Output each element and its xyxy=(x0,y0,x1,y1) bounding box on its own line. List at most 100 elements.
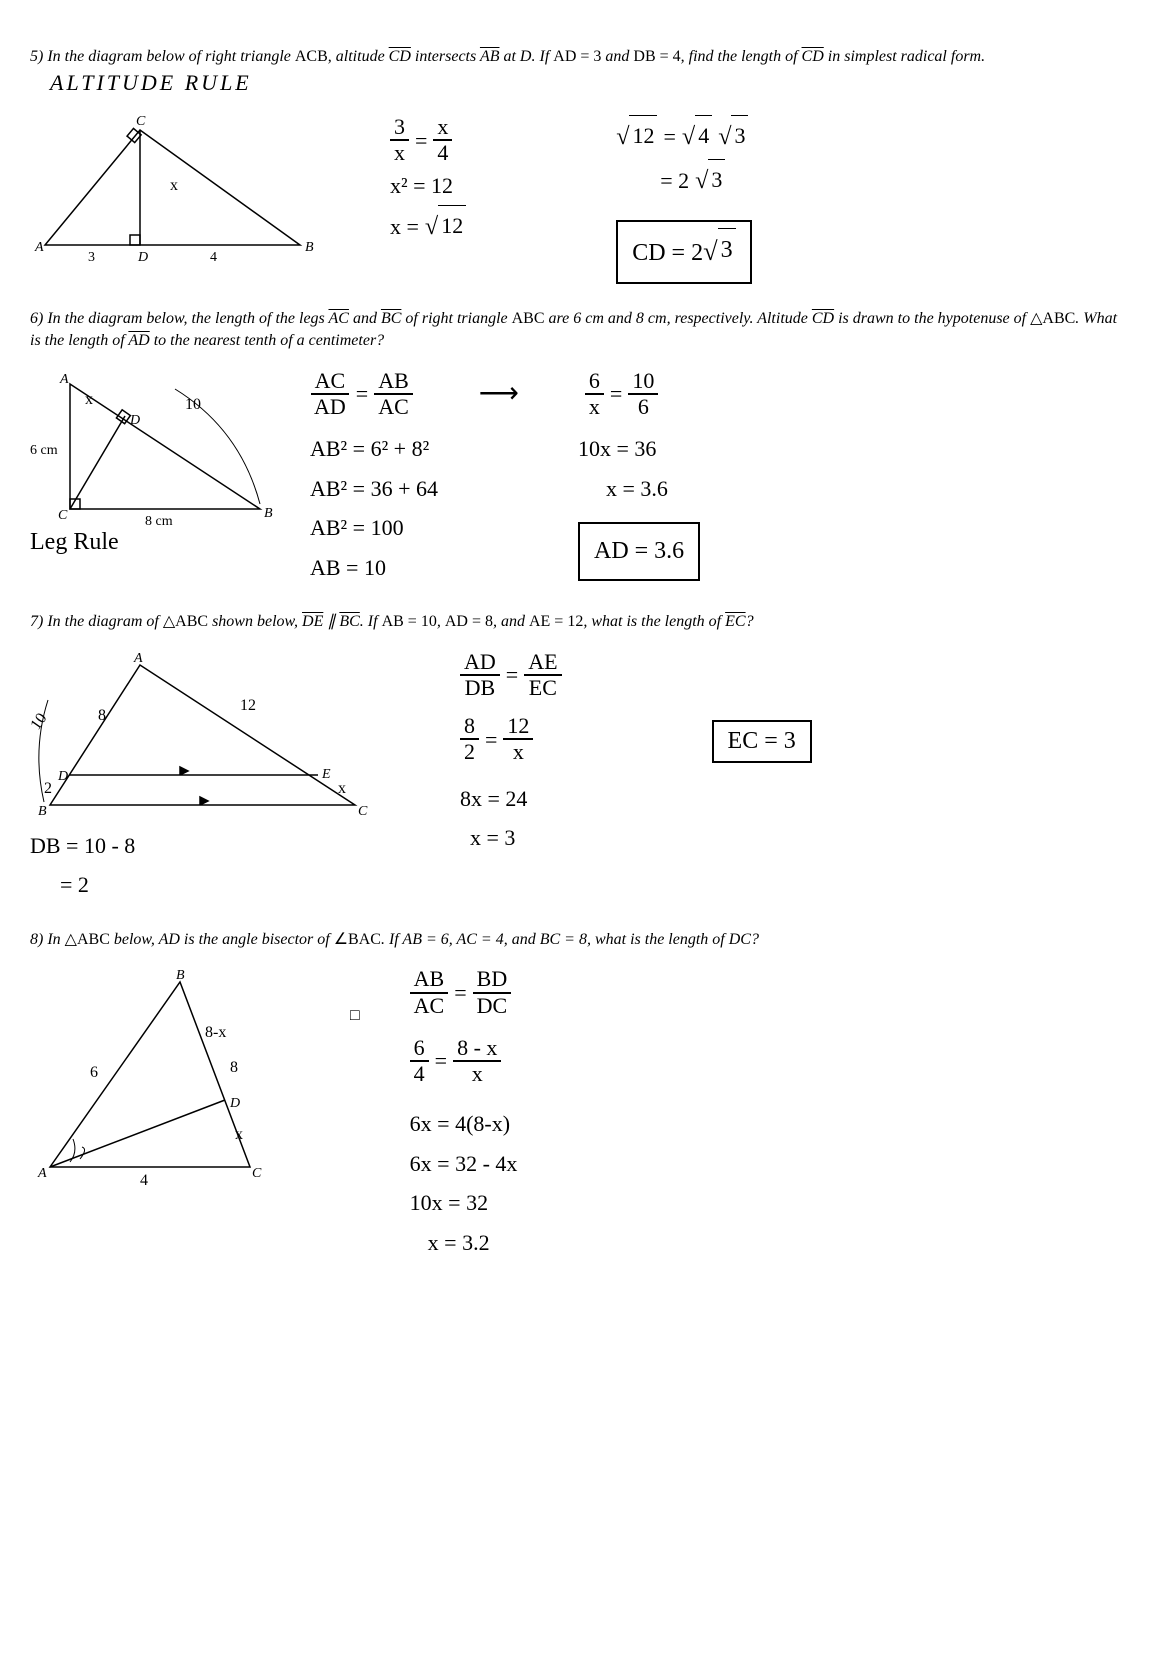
t: , xyxy=(437,613,445,630)
p8-prompt: 8) In △ABC below, AD is the angle bisect… xyxy=(30,929,1127,951)
svg-text:8: 8 xyxy=(98,707,106,724)
svg-text:x: x xyxy=(85,391,93,408)
p5-answer-box: CD = 23 xyxy=(616,220,751,284)
t: △ABC xyxy=(1030,310,1075,327)
l: AB² = 100 xyxy=(310,508,438,548)
p8-diagram: A B C D 6 4 8 8-x x xyxy=(30,967,290,1197)
t: is drawn to the hypotenuse of xyxy=(834,310,1030,327)
p8-work: ABAC = BDDC 64 = 8 - xx 6x = 4(8-x) 6x =… xyxy=(410,967,518,1262)
n: AE xyxy=(524,650,561,676)
p7-db: DB = 10 - 8 = 2 xyxy=(30,826,370,905)
n: x xyxy=(433,115,452,141)
svg-text:E: E xyxy=(321,767,331,782)
sqrt-icon: 3 xyxy=(703,228,735,276)
p6-solve: 10x = 36 x = 3.6 AD = 3.6 xyxy=(578,429,700,581)
p7-prompt: 7) In the diagram of △ABC shown below, D… xyxy=(30,611,1127,633)
svg-text:C: C xyxy=(252,1166,262,1181)
t: to the xyxy=(150,332,194,349)
l: AB² = 6² + 8² xyxy=(310,429,438,469)
l: = 2 xyxy=(60,865,370,905)
t: 6) In the diagram below, the length of t… xyxy=(30,310,328,327)
svg-text:D: D xyxy=(57,769,68,784)
l: x = 3.2 xyxy=(428,1223,518,1263)
s: BC xyxy=(339,613,359,630)
n: AC xyxy=(311,369,350,395)
p6-pythag: AB² = 6² + 8² AB² = 36 + 64 AB² = 100 AB… xyxy=(310,429,438,587)
p5-prompt: 5) In the diagram below of right triangl… xyxy=(30,46,1127,99)
problem-7: 7) In the diagram of △ABC shown below, D… xyxy=(30,611,1127,905)
r: 12 xyxy=(629,115,657,156)
t: in simplest radical form. xyxy=(824,48,985,65)
d: AD xyxy=(310,395,350,419)
svg-text:x: x xyxy=(235,1126,243,1143)
seg-ab: AB xyxy=(480,48,500,65)
n: 8 - x xyxy=(453,1036,501,1062)
t: ? xyxy=(746,613,754,630)
t: △ABC xyxy=(163,613,208,630)
p5-work-right: 12 = 43 = 23 CD = 23 xyxy=(616,115,751,284)
arrow-icon: ⟶ xyxy=(479,369,519,419)
t: CD = 2 xyxy=(632,240,703,266)
svg-text:A: A xyxy=(37,1166,47,1181)
t: are 6 cm and 8 cm, respectively. Altitud… xyxy=(545,310,812,327)
l: x = 3.6 xyxy=(606,469,700,509)
s: EC xyxy=(725,613,745,630)
l: x = 3 xyxy=(470,818,562,858)
svg-text:10: 10 xyxy=(185,396,201,413)
s: CD xyxy=(812,310,834,327)
t: 7) In the diagram of xyxy=(30,613,163,630)
t: AD = 8 xyxy=(445,613,493,630)
t: 8) In xyxy=(30,931,65,948)
problem-6: 6) In the diagram below, the length of t… xyxy=(30,308,1127,588)
t: , what is the length of xyxy=(583,613,725,630)
t: shown below, xyxy=(208,613,302,630)
t: below, AD is the angle bisector of xyxy=(110,931,334,948)
s: AD xyxy=(128,332,149,349)
svg-text:8-x: 8-x xyxy=(205,1024,226,1041)
r: 4 xyxy=(695,115,712,156)
t: DB = 4 xyxy=(633,48,680,65)
t: , altitude xyxy=(328,48,389,65)
p6-answer-box: AD = 3.6 xyxy=(578,522,700,581)
p7-answer-box: EC = 3 xyxy=(712,720,812,763)
p7-work: ADDB = AEEC 82 = 12x 8x = 24 x = 3 xyxy=(460,650,562,858)
t: of right triangle xyxy=(401,310,511,327)
p5-work-center: 3x = x4 x² = 12 x = 12 xyxy=(390,115,466,249)
n: BD xyxy=(473,967,512,993)
p6-work-center: ACAD = ABAC ⟶ 6x = 106 AB² = 6² + 8² AB²… xyxy=(310,369,700,588)
n: 6 xyxy=(585,369,604,395)
d: x xyxy=(468,1062,487,1086)
p5-diagram: A B C D 3 4 x xyxy=(30,115,320,275)
d: EC xyxy=(525,676,561,700)
svg-text:B: B xyxy=(176,968,185,983)
t: = 2 xyxy=(660,161,689,201)
seg-cd2: CD xyxy=(802,48,824,65)
svg-text:x: x xyxy=(170,177,178,194)
t: and xyxy=(349,310,381,327)
p6-diagram: A B C D 6 cm 8 cm x 10 xyxy=(30,369,280,529)
p7-answer: EC = 3 xyxy=(712,720,812,763)
svg-text:6 cm: 6 cm xyxy=(30,443,58,458)
t: , and xyxy=(493,613,529,630)
t: and xyxy=(601,48,633,65)
s: AC xyxy=(328,310,348,327)
svg-text:C: C xyxy=(58,508,68,523)
l: DB = 10 - 8 xyxy=(30,826,370,866)
l: AB = 10 xyxy=(310,548,438,588)
t: x = xyxy=(390,207,419,247)
sqrt-icon: 3 xyxy=(695,159,725,203)
svg-text:A: A xyxy=(34,240,44,255)
p7-left: A B C D E 8 12 2 x 10 DB = 10 - 8 = 2 xyxy=(30,650,370,905)
svg-text:D: D xyxy=(129,413,140,428)
svg-text:A: A xyxy=(59,372,69,387)
d: x xyxy=(509,740,528,764)
d: x xyxy=(585,395,604,419)
svg-text:D: D xyxy=(137,250,148,265)
n: 12 xyxy=(503,714,533,740)
r: 3 xyxy=(708,159,725,200)
d: DB xyxy=(461,676,500,700)
t: . If AB = 6, AC = 4, and BC = 8, what is… xyxy=(381,931,759,948)
svg-text:C: C xyxy=(358,804,368,819)
n: 6 xyxy=(410,1036,429,1062)
d: AC xyxy=(374,395,413,419)
